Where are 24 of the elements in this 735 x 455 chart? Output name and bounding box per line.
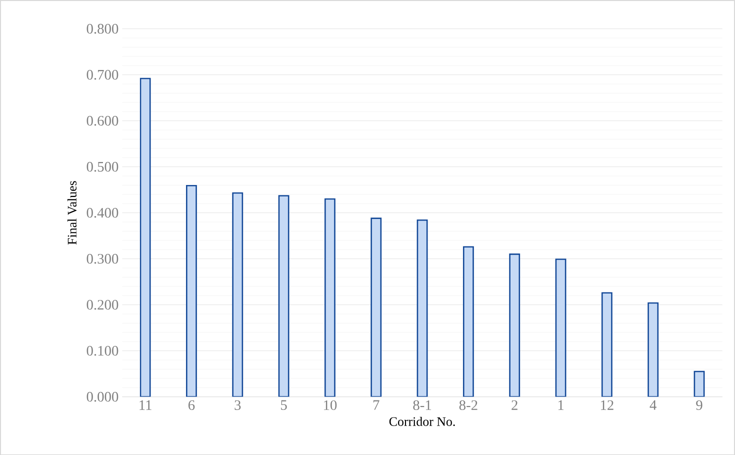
x-tick-label: 4 — [650, 400, 656, 410]
y-axis-title: Final Values — [67, 180, 77, 244]
x-tick-label: 8-2 — [459, 400, 478, 410]
x-tick-label: 11 — [140, 400, 152, 410]
x-tick-label: 2 — [512, 400, 518, 410]
x-tick-label: 8-1 — [413, 400, 432, 410]
x-tick-label: 12 — [600, 400, 614, 410]
y-tick-label: 0.200 — [86, 300, 118, 310]
x-tick-label: 1 — [558, 400, 564, 410]
y-tick-label: 0.500 — [86, 162, 118, 172]
x-tick-label: 3 — [234, 400, 241, 410]
y-tick-label: 0.600 — [86, 116, 118, 126]
x-tick-label: 5 — [281, 400, 287, 410]
y-tick-label: 0.800 — [86, 24, 118, 34]
y-tick-label: 0.100 — [86, 346, 118, 356]
x-tick-label: 10 — [324, 400, 337, 410]
y-tick-label: 0.700 — [86, 70, 118, 80]
y-tick-label: 0.300 — [86, 254, 118, 264]
x-tick-label: 9 — [696, 400, 702, 410]
x-axis-title: Corridor No. — [389, 416, 455, 426]
x-tick-label: 7 — [373, 400, 380, 410]
y-tick-label: 0.000 — [86, 392, 118, 402]
y-tick-label: 0.400 — [86, 208, 118, 218]
x-tick-label: 6 — [188, 400, 195, 410]
